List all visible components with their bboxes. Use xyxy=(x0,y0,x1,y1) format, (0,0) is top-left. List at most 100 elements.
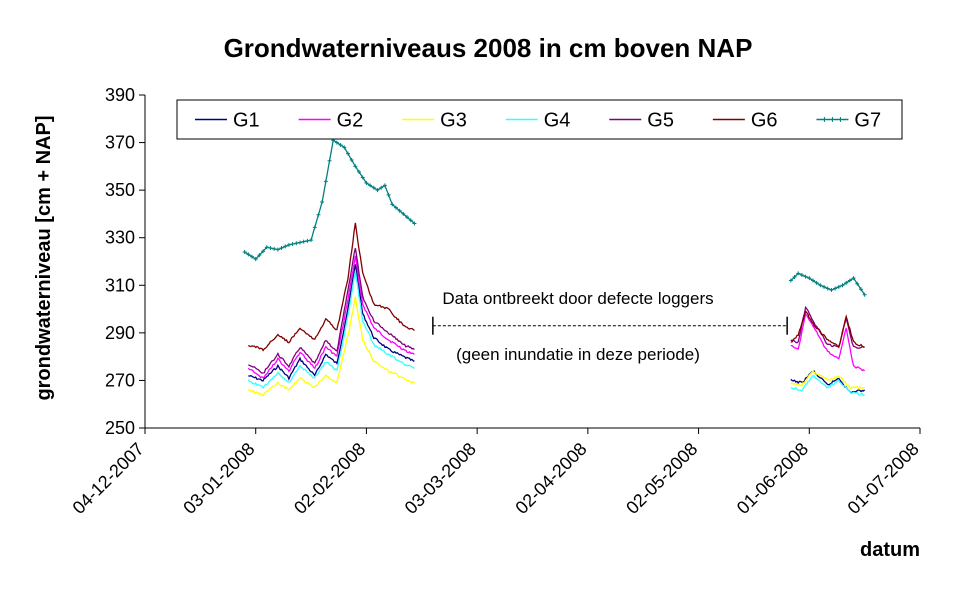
legend: G1 G2 G3 G4 G5 G6 G7 xyxy=(176,99,903,140)
series-point-g7 xyxy=(847,278,852,283)
legend-label: G2 xyxy=(337,110,364,132)
series-point-g7 xyxy=(803,274,808,279)
series-point-g7 xyxy=(412,221,417,226)
legend-label: G7 xyxy=(854,110,881,132)
series-g7 xyxy=(242,138,867,297)
x-tick-label: 03-01-2008 xyxy=(179,439,258,518)
series-point-g7 xyxy=(323,179,328,184)
x-tick-label: 01-06-2008 xyxy=(733,439,812,518)
series-point-g7 xyxy=(353,164,358,169)
series-point-g7 xyxy=(357,169,362,174)
y-tick-label: 290 xyxy=(105,323,135,343)
y-tick-label: 390 xyxy=(105,85,135,105)
series-point-g7 xyxy=(390,202,395,207)
series-point-g7 xyxy=(371,185,376,190)
series-point-g7 xyxy=(408,218,413,223)
series-line-g3 xyxy=(247,296,415,397)
chart-title: Grondwaterniveaus 2008 in cm boven NAP xyxy=(224,33,753,63)
series-line-g3 xyxy=(790,370,865,390)
series-point-g7 xyxy=(807,276,812,281)
series-g3 xyxy=(247,296,865,397)
series-point-g7 xyxy=(792,274,797,279)
legend-item-g4: G4 xyxy=(505,110,571,132)
series-point-g7 xyxy=(253,257,258,262)
series-point-g7 xyxy=(393,205,398,210)
x-tick-label: 04-12-2007 xyxy=(69,439,148,518)
y-tick-label: 250 xyxy=(105,418,135,438)
y-tick-label: 330 xyxy=(105,228,135,248)
legend-item-g7: G7 xyxy=(816,110,881,132)
series-line-g1 xyxy=(248,264,415,382)
y-axis-label: grondwaterniveau [cm + NAP] xyxy=(33,115,55,400)
legend-marker xyxy=(821,117,827,122)
series-point-g7 xyxy=(788,278,793,283)
series-point-g7 xyxy=(290,242,295,247)
series-point-g7 xyxy=(833,286,838,291)
series-point-g7 xyxy=(275,247,280,252)
legend-item-g6: G6 xyxy=(712,110,778,132)
series-point-g7 xyxy=(810,278,815,283)
series-g4 xyxy=(247,271,865,397)
y-tick-label: 370 xyxy=(105,133,135,153)
series-point-g7 xyxy=(364,181,369,186)
series-point-g7 xyxy=(822,284,827,289)
annotation-bracket xyxy=(432,316,788,335)
missing-data-annotation: Data ontbreekt door defecte loggers (gee… xyxy=(432,289,788,364)
series-point-g7 xyxy=(858,287,863,292)
series-point-g7 xyxy=(334,140,339,145)
series-point-g7 xyxy=(375,188,380,193)
series-point-g7 xyxy=(261,249,266,254)
x-tick-label: 02-05-2008 xyxy=(622,439,701,518)
legend-label: G6 xyxy=(751,110,778,132)
legend-marker xyxy=(837,117,843,122)
series-g2 xyxy=(247,255,866,379)
annotation-text-2: (geen inundatie in deze periode) xyxy=(456,345,700,364)
legend-label: G4 xyxy=(544,110,571,132)
series-point-g7 xyxy=(298,240,302,245)
legend-label: G1 xyxy=(233,110,260,132)
series-point-g7 xyxy=(851,276,856,281)
series-line-g2 xyxy=(247,255,415,379)
series-line-g2 xyxy=(790,313,866,372)
series-point-g7 xyxy=(382,183,387,188)
series-point-g7 xyxy=(305,238,310,243)
series-line-g5 xyxy=(248,248,415,374)
series-point-g7 xyxy=(397,208,402,213)
series-line-g7 xyxy=(244,139,415,260)
series-point-g7 xyxy=(316,212,321,217)
series-point-g7 xyxy=(836,284,841,289)
y-tick-label: 270 xyxy=(105,370,135,390)
series-point-g7 xyxy=(818,283,823,288)
series-point-g7 xyxy=(360,175,365,180)
legend-box xyxy=(176,99,903,140)
x-tick-label: 02-02-2008 xyxy=(290,439,369,518)
y-tick-label: 350 xyxy=(105,180,135,200)
legend-marker xyxy=(829,117,835,122)
x-tick-label: 02-04-2008 xyxy=(511,439,590,518)
series-g6 xyxy=(247,222,865,352)
series-point-g7 xyxy=(405,215,410,220)
series-layer xyxy=(242,138,867,397)
series-line-g6 xyxy=(790,309,865,349)
series-point-g7 xyxy=(338,142,343,147)
series-point-g7 xyxy=(327,158,332,163)
series-point-g7 xyxy=(368,183,373,188)
series-point-g7 xyxy=(286,242,291,247)
series-point-g7 xyxy=(279,246,284,251)
series-point-g7 xyxy=(829,288,834,293)
legend-item-g2: G2 xyxy=(298,110,364,132)
series-point-g7 xyxy=(840,283,845,288)
series-point-g7 xyxy=(844,280,849,285)
series-point-g7 xyxy=(242,249,247,254)
series-point-g7 xyxy=(272,246,277,251)
series-line-g6 xyxy=(247,222,415,352)
series-point-g7 xyxy=(294,241,299,246)
series-point-g7 xyxy=(379,185,384,190)
series-point-g7 xyxy=(814,280,819,285)
y-tick-label: 310 xyxy=(105,275,135,295)
legend-item-g3: G3 xyxy=(402,110,467,132)
series-point-g7 xyxy=(312,225,317,230)
legend-item-g1: G1 xyxy=(195,110,260,132)
legend-item-g5: G5 xyxy=(609,110,674,132)
